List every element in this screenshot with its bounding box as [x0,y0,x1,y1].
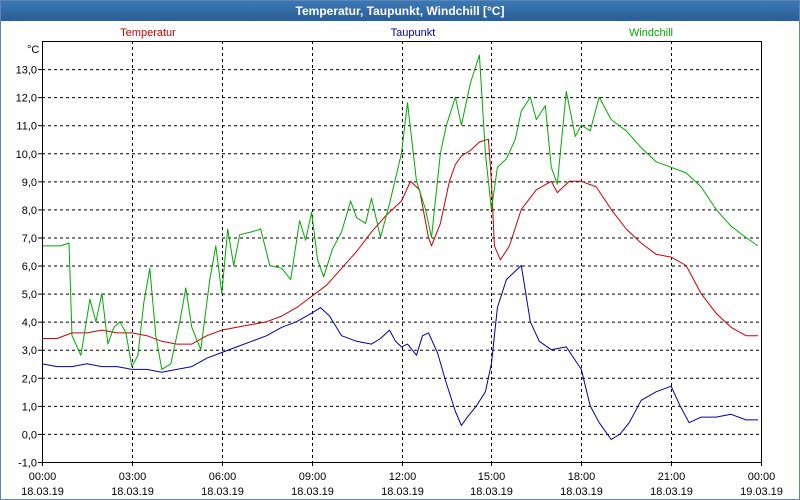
y-tick-label: 2,0 [22,373,37,385]
series-line-windchill [42,54,759,370]
temperature-chart: -1,0 0,0 1,0 2,0 3,0 4,0 5,0 6,0 7,0 8,0 9,0 10,0 11… [16,27,783,498]
y-tick-label: 7,0 [22,233,37,245]
x-tick-time: 09:00 [299,471,327,483]
y-tick-label: 4,0 [22,317,37,329]
x-tick-date: 18.03.19 [21,486,64,498]
x-tick-time: 00:00 [748,471,776,483]
window-title: Temperatur, Taupunkt, Windchill [°C] [1,1,799,21]
legend-item-windchill: Windchill [629,27,673,39]
x-tick-date: 18.03.19 [291,486,334,498]
x-tick-date: 18.03.19 [650,486,693,498]
y-tick-label: 0,0 [22,429,37,441]
x-tick-date: 18.03.19 [470,486,513,498]
y-tick-label: 13,0 [16,65,37,77]
x-tick-date: 19.03.19 [740,486,783,498]
legend: Temperatur Taupunkt Windchill [120,27,673,39]
legend-item-temperatur: Temperatur [120,27,176,39]
y-tick-label: 3,0 [22,345,37,357]
x-tick-date: 18.03.19 [560,486,603,498]
y-tick-label: 12,0 [16,93,37,105]
x-tick-date: 18.03.19 [201,486,244,498]
y-tick-label: 8,0 [22,205,37,217]
x-tick-time: 12:00 [389,471,417,483]
x-tick-time: 18:00 [568,471,596,483]
y-unit-label: °C [27,44,39,56]
x-axis: 00:00 18.03.19 03:00 18.03.19 06:00 18.03.19 0… [21,462,783,498]
y-axis: -1,0 0,0 1,0 2,0 3,0 4,0 5,0 6,0 7,0 8,0 9,0 10,0 11… [16,65,42,470]
y-tick-label: 9,0 [22,177,37,189]
y-tick-label: 11,0 [16,121,37,133]
x-tick-time: 21:00 [658,471,686,483]
x-tick-time: 03:00 [119,471,147,483]
x-tick-time: 06:00 [209,471,237,483]
x-tick-date: 18.03.19 [111,486,154,498]
y-tick-label: -1,0 [18,458,37,470]
x-tick-time: 15:00 [478,471,506,483]
x-tick-time: 00:00 [29,471,57,483]
series-lines [41,54,759,440]
x-tick-date: 18.03.19 [381,486,424,498]
series-line-taupunkt [41,265,758,440]
y-tick-label: 10,0 [16,149,37,161]
y-tick-label: 1,0 [22,401,37,413]
y-tick-label: 5,0 [22,289,37,301]
legend-item-taupunkt: Taupunkt [391,27,436,39]
y-tick-label: 6,0 [22,261,37,273]
grid-lines [42,41,761,463]
series-line-temperatur [42,138,758,345]
